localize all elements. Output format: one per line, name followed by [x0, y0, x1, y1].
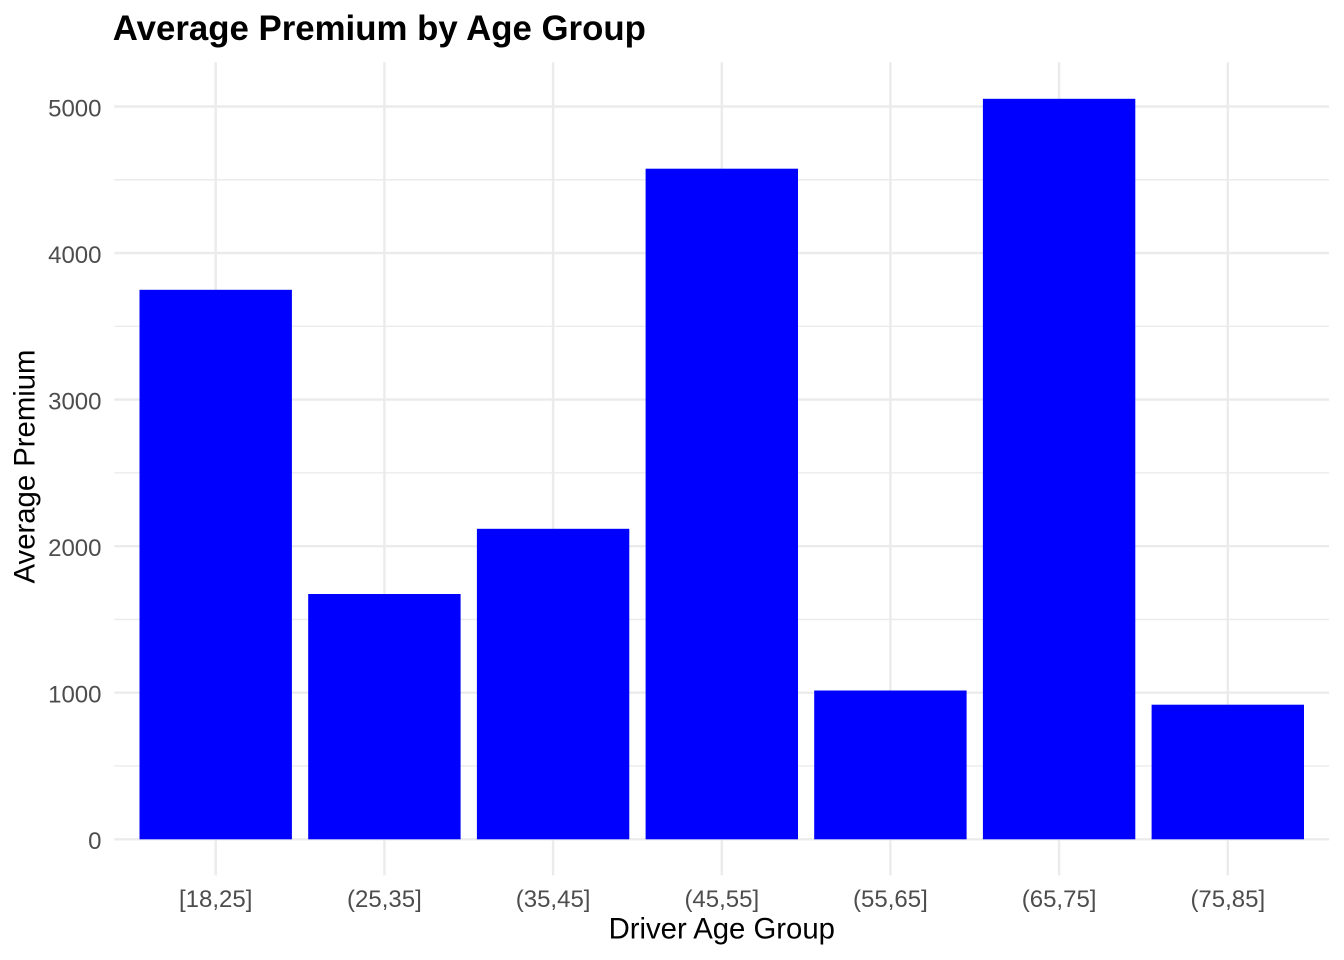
svg-text:4000: 4000	[48, 242, 101, 269]
svg-text:Average Premium: Average Premium	[8, 350, 41, 584]
svg-text:1000: 1000	[48, 682, 101, 709]
svg-text:Average Premium by Age Group: Average Premium by Age Group	[113, 9, 646, 48]
svg-text:(25,35]: (25,35]	[347, 886, 422, 913]
svg-text:2000: 2000	[48, 535, 101, 562]
svg-text:(35,45]: (35,45]	[516, 886, 591, 913]
svg-text:5000: 5000	[48, 95, 101, 122]
svg-text:(55,65]: (55,65]	[853, 886, 928, 913]
svg-text:3000: 3000	[48, 388, 101, 415]
svg-text:0: 0	[88, 828, 101, 855]
svg-text:(65,75]: (65,75]	[1022, 886, 1097, 913]
svg-text:(45,55]: (45,55]	[684, 886, 759, 913]
svg-text:[18,25]: [18,25]	[179, 886, 252, 913]
svg-text:Driver Age Group: Driver Age Group	[609, 913, 835, 946]
svg-text:(75,85]: (75,85]	[1190, 886, 1265, 913]
